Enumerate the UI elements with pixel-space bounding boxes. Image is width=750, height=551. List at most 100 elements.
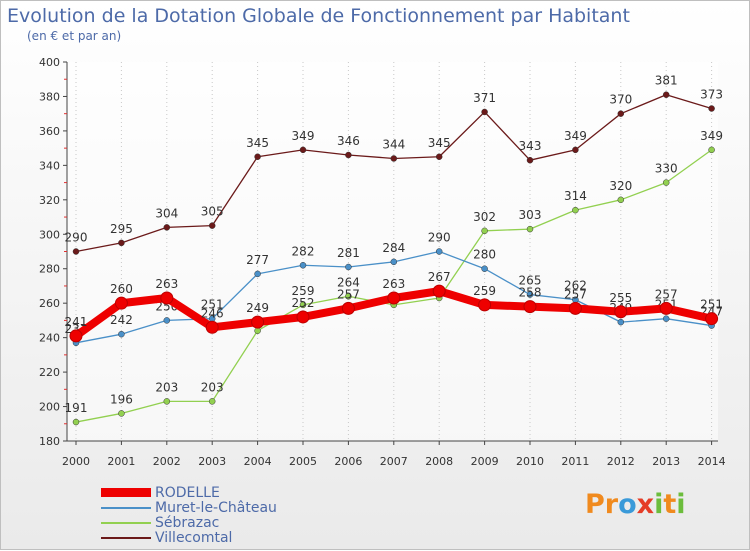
x-tick-label: 2004	[244, 455, 272, 468]
data-label-muret-le-ch-teau: 251	[201, 298, 224, 312]
data-label-villecomtal: 349	[564, 129, 587, 143]
data-label-rodelle: 251	[700, 298, 723, 312]
x-tick-label: 2003	[198, 455, 226, 468]
y-tick-label: 200	[39, 401, 60, 414]
data-point-rodelle	[251, 315, 265, 329]
data-point-s-brazac	[163, 398, 171, 405]
x-tick-label: 2011	[561, 455, 589, 468]
legend-swatch	[101, 536, 151, 539]
data-point-s-brazac	[345, 293, 352, 300]
legend-item-villecomtal: Villecomtal	[101, 529, 277, 546]
data-point-rodelle	[205, 320, 219, 334]
data-point-rodelle	[69, 329, 83, 343]
data-point-villecomtal	[572, 146, 579, 154]
x-tick-label: 2007	[380, 455, 408, 468]
data-point-muret-le-ch-teau	[617, 318, 625, 326]
x-tick-label: 2006	[334, 455, 362, 468]
legend-swatch	[101, 521, 151, 524]
data-label-muret-le-ch-teau: 262	[564, 279, 587, 293]
chart-subtitle: (en € et par an)	[27, 29, 122, 43]
data-label-villecomtal: 295	[110, 222, 133, 236]
data-point-rodelle	[387, 291, 401, 305]
data-label-villecomtal: 381	[655, 74, 678, 88]
x-tick-label: 2005	[289, 455, 317, 468]
data-label-s-brazac: 303	[519, 208, 542, 222]
legend-label: Sébrazac	[155, 514, 220, 531]
legend-item-muret-le-ch-teau: Muret-le-Château	[101, 499, 277, 516]
data-label-villecomtal: 349	[292, 129, 315, 143]
data-point-rodelle	[705, 312, 719, 326]
data-point-villecomtal	[299, 146, 307, 154]
data-point-s-brazac	[208, 398, 216, 405]
y-tick-label: 220	[39, 366, 60, 379]
data-point-s-brazac	[526, 225, 534, 233]
y-tick-label: 180	[39, 435, 60, 448]
data-point-rodelle	[296, 310, 310, 324]
data-label-villecomtal: 373	[700, 88, 723, 102]
data-point-rodelle	[432, 284, 446, 298]
x-tick-label: 2014	[698, 455, 726, 468]
data-point-villecomtal	[163, 224, 171, 231]
proxiti-logo: Proxiti	[585, 489, 686, 520]
data-point-s-brazac	[617, 196, 625, 204]
data-point-villecomtal	[390, 155, 398, 162]
y-tick-label: 380	[39, 90, 60, 103]
data-label-rodelle: 263	[382, 277, 405, 291]
y-tick-label: 360	[39, 125, 60, 138]
data-label-s-brazac: 302	[473, 210, 496, 224]
x-tick-label: 2008	[425, 455, 453, 468]
data-label-s-brazac: 203	[201, 380, 224, 394]
legend-item-s-brazac: Sébrazac	[101, 514, 277, 531]
data-label-villecomtal: 343	[519, 139, 542, 153]
chart-title: Evolution de la Dotation Globale de Fonc…	[7, 5, 630, 27]
legend-label: Villecomtal	[155, 529, 233, 546]
data-label-villecomtal: 371	[473, 91, 496, 105]
data-label-rodelle: 257	[655, 287, 678, 301]
data-point-rodelle	[478, 298, 492, 312]
data-label-s-brazac: 264	[337, 275, 360, 289]
data-label-villecomtal: 345	[246, 136, 269, 150]
data-point-rodelle	[614, 305, 628, 319]
data-label-muret-le-ch-teau: 242	[110, 313, 133, 327]
data-label-s-brazac: 349	[700, 129, 723, 143]
data-label-rodelle: 246	[201, 306, 224, 320]
data-label-rodelle: 257	[564, 287, 587, 301]
x-tick-label: 2010	[516, 455, 544, 468]
data-point-muret-le-ch-teau	[118, 330, 125, 338]
data-label-s-brazac: 203	[155, 380, 178, 394]
data-label-muret-le-ch-teau: 281	[337, 246, 360, 260]
data-label-rodelle: 249	[246, 301, 269, 315]
data-label-muret-le-ch-teau: 265	[519, 274, 542, 288]
legend-label: RODELLE	[155, 484, 220, 501]
data-label-s-brazac: 330	[655, 162, 678, 176]
data-point-muret-le-ch-teau	[163, 317, 171, 324]
data-point-rodelle	[659, 301, 673, 315]
data-point-s-brazac	[708, 146, 715, 154]
legend-swatch	[101, 506, 151, 509]
data-label-muret-le-ch-teau: 290	[428, 231, 451, 245]
data-label-rodelle: 241	[65, 315, 88, 329]
x-tick-label: 2001	[107, 455, 135, 468]
y-tick-label: 300	[39, 228, 60, 241]
y-tick-label: 240	[39, 332, 60, 345]
data-label-rodelle: 263	[155, 277, 178, 291]
y-tick-label: 320	[39, 194, 60, 207]
data-point-villecomtal	[617, 110, 625, 117]
data-label-s-brazac: 314	[564, 189, 587, 203]
data-label-villecomtal: 290	[65, 231, 88, 245]
legend-label: Muret-le-Château	[155, 499, 277, 516]
y-tick-label: 400	[39, 56, 60, 69]
data-point-villecomtal	[481, 108, 488, 116]
data-label-muret-le-ch-teau: 282	[292, 244, 315, 258]
data-point-rodelle	[341, 301, 355, 315]
data-point-s-brazac	[299, 301, 307, 309]
data-point-muret-le-ch-teau	[526, 291, 534, 298]
legend-item-rodelle: RODELLE	[101, 484, 277, 501]
data-label-rodelle: 260	[110, 282, 133, 296]
data-point-muret-le-ch-teau	[345, 263, 352, 271]
data-label-rodelle: 259	[473, 284, 496, 298]
data-label-villecomtal: 370	[609, 93, 632, 107]
data-label-muret-le-ch-teau: 284	[382, 241, 405, 255]
